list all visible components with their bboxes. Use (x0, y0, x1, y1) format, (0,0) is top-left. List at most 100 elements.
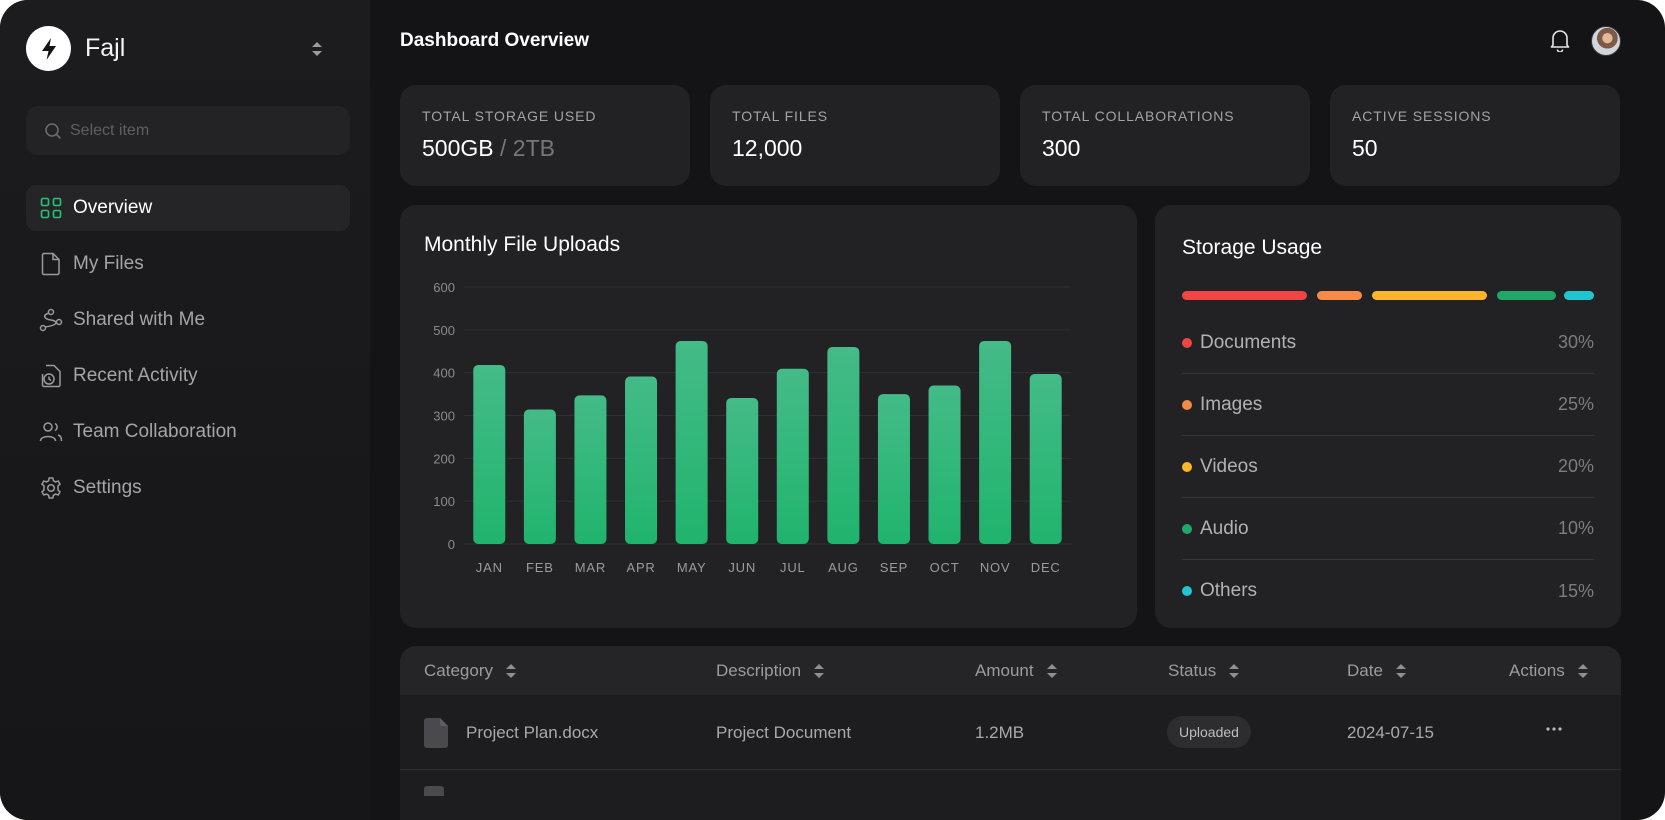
stat-card-files: TOTAL FILES 12,000 (710, 85, 1000, 186)
x-tick-label: JUN (728, 560, 756, 575)
storage-seg-videos (1372, 291, 1487, 300)
sort-icon[interactable] (1046, 662, 1058, 680)
bar-sep[interactable] (877, 394, 910, 544)
bar-may[interactable] (675, 340, 708, 544)
grid-icon (39, 196, 63, 220)
chart-title: Monthly File Uploads (424, 233, 621, 256)
cell-category[interactable]: Project Plan.docx (466, 723, 599, 742)
sidebar-item-label: Shared with Me (73, 309, 206, 330)
column-header-actions[interactable]: Actions (1509, 661, 1589, 681)
brand[interactable]: Fajl (26, 26, 125, 71)
y-tick-label: 400 (433, 366, 455, 381)
storage-title: Storage Usage (1182, 236, 1323, 259)
avatar[interactable] (1591, 26, 1621, 56)
storage-list: Documents 30% Images 25% Videos 20% Audi… (1182, 312, 1594, 622)
storage-row-images: Images 25% (1182, 374, 1594, 436)
storage-seg-audio (1497, 291, 1556, 300)
stat-value: 300 (1042, 135, 1081, 161)
clock-file-icon (39, 364, 63, 388)
y-tick-label: 200 (433, 451, 455, 466)
storage-pct: 25% (1557, 394, 1594, 414)
bar-aug[interactable] (827, 346, 860, 544)
column-header-label: Amount (975, 661, 1034, 680)
sidebar-item-label: Team Collaboration (73, 421, 237, 442)
bar-jan[interactable] (473, 364, 506, 544)
y-tick-label: 300 (433, 409, 455, 424)
column-header-description[interactable]: Description (716, 661, 825, 681)
sidebar-item-overview[interactable]: Overview (26, 185, 350, 231)
sort-icon[interactable] (813, 662, 825, 680)
bar-dec[interactable] (1029, 373, 1062, 544)
brand-name: Fajl (85, 34, 126, 62)
bar-jun[interactable] (726, 397, 759, 544)
sidebar-item-label: Recent Activity (73, 365, 198, 386)
storage-name: Audio (1200, 517, 1249, 539)
sidebar-item-label: Settings (73, 477, 142, 498)
more-options-icon[interactable] (1546, 727, 1562, 731)
table-row[interactable]: Project Plan.docx Project Document 1.2MB… (400, 695, 1621, 770)
bar-feb[interactable] (523, 409, 556, 544)
sidebar-item-settings[interactable]: Settings (26, 465, 350, 511)
storage-name: Images (1200, 393, 1263, 415)
search-input[interactable]: Select item (26, 106, 350, 155)
storage-row-audio: Audio 10% (1182, 498, 1594, 560)
storage-seg-images (1317, 291, 1362, 300)
column-header-label: Status (1168, 661, 1217, 680)
storage-row-documents: Documents 30% (1182, 312, 1594, 374)
storage-pct: 15% (1557, 580, 1594, 601)
stat-card-storage: TOTAL STORAGE USED 500GB / 2TB (400, 85, 690, 186)
bar-oct[interactable] (928, 385, 961, 544)
x-tick-label: OCT (930, 560, 960, 575)
y-tick-label: 500 (433, 323, 455, 338)
sort-icon[interactable] (1395, 662, 1407, 680)
storage-name: Documents (1200, 331, 1297, 353)
storage-row-videos: Videos 20% (1182, 436, 1594, 498)
sort-icon[interactable] (505, 662, 517, 680)
column-header-category[interactable]: Category (424, 661, 517, 681)
bar-mar[interactable] (574, 395, 607, 544)
sidebar-item-shared[interactable]: Shared with Me (26, 297, 350, 343)
x-tick-label: JAN (476, 560, 503, 575)
stat-value: 12,000 (732, 135, 803, 161)
storage-pct: 30% (1557, 332, 1594, 352)
column-header-date[interactable]: Date (1347, 661, 1407, 681)
stat-label: TOTAL STORAGE USED (422, 108, 597, 124)
sort-icon[interactable] (1577, 662, 1589, 680)
dot-icon (1182, 586, 1192, 596)
cell-amount: 1.2MB (975, 723, 1025, 742)
dot-icon (1182, 337, 1192, 348)
chevron-up-down-icon[interactable] (310, 38, 324, 60)
column-header-amount[interactable]: Amount (975, 661, 1058, 681)
dot-icon (1182, 523, 1192, 534)
bell-icon[interactable] (1549, 28, 1571, 52)
stat-label: TOTAL COLLABORATIONS (1042, 108, 1235, 124)
y-tick-label: 100 (433, 494, 455, 509)
page-title: Dashboard Overview (400, 30, 590, 51)
file-icon (39, 252, 63, 276)
share-icon (39, 308, 63, 332)
bar-jul[interactable] (776, 368, 809, 544)
bar-nov[interactable] (979, 340, 1012, 544)
stat-card-sessions: ACTIVE SESSIONS 50 (1330, 85, 1620, 186)
sidebar-nav: Overview My Files Shared (26, 185, 350, 521)
bar-apr[interactable] (625, 376, 658, 544)
storage-row-others: Others 15% (1182, 560, 1594, 622)
column-header-label: Category (424, 661, 493, 680)
sidebar-item-my-files[interactable]: My Files (26, 241, 350, 287)
x-tick-label: FEB (526, 560, 554, 575)
stat-card-collaborations: TOTAL COLLABORATIONS 300 (1020, 85, 1310, 186)
sort-icon[interactable] (1228, 662, 1240, 680)
storage-pct: 10% (1557, 518, 1594, 538)
document-icon (424, 718, 448, 748)
column-header-status[interactable]: Status (1168, 661, 1240, 681)
search-icon (45, 122, 61, 139)
x-tick-label: DEC (1031, 560, 1061, 575)
x-tick-label: NOV (980, 560, 1011, 575)
stat-value-main: 500GB (422, 135, 494, 161)
x-tick-label: MAY (677, 560, 707, 575)
sidebar-item-recent-activity[interactable]: Recent Activity (26, 353, 350, 399)
sidebar-item-team-collaboration[interactable]: Team Collaboration (26, 409, 350, 455)
column-header-label: Date (1347, 661, 1383, 680)
bolt-logo-icon (26, 26, 71, 71)
